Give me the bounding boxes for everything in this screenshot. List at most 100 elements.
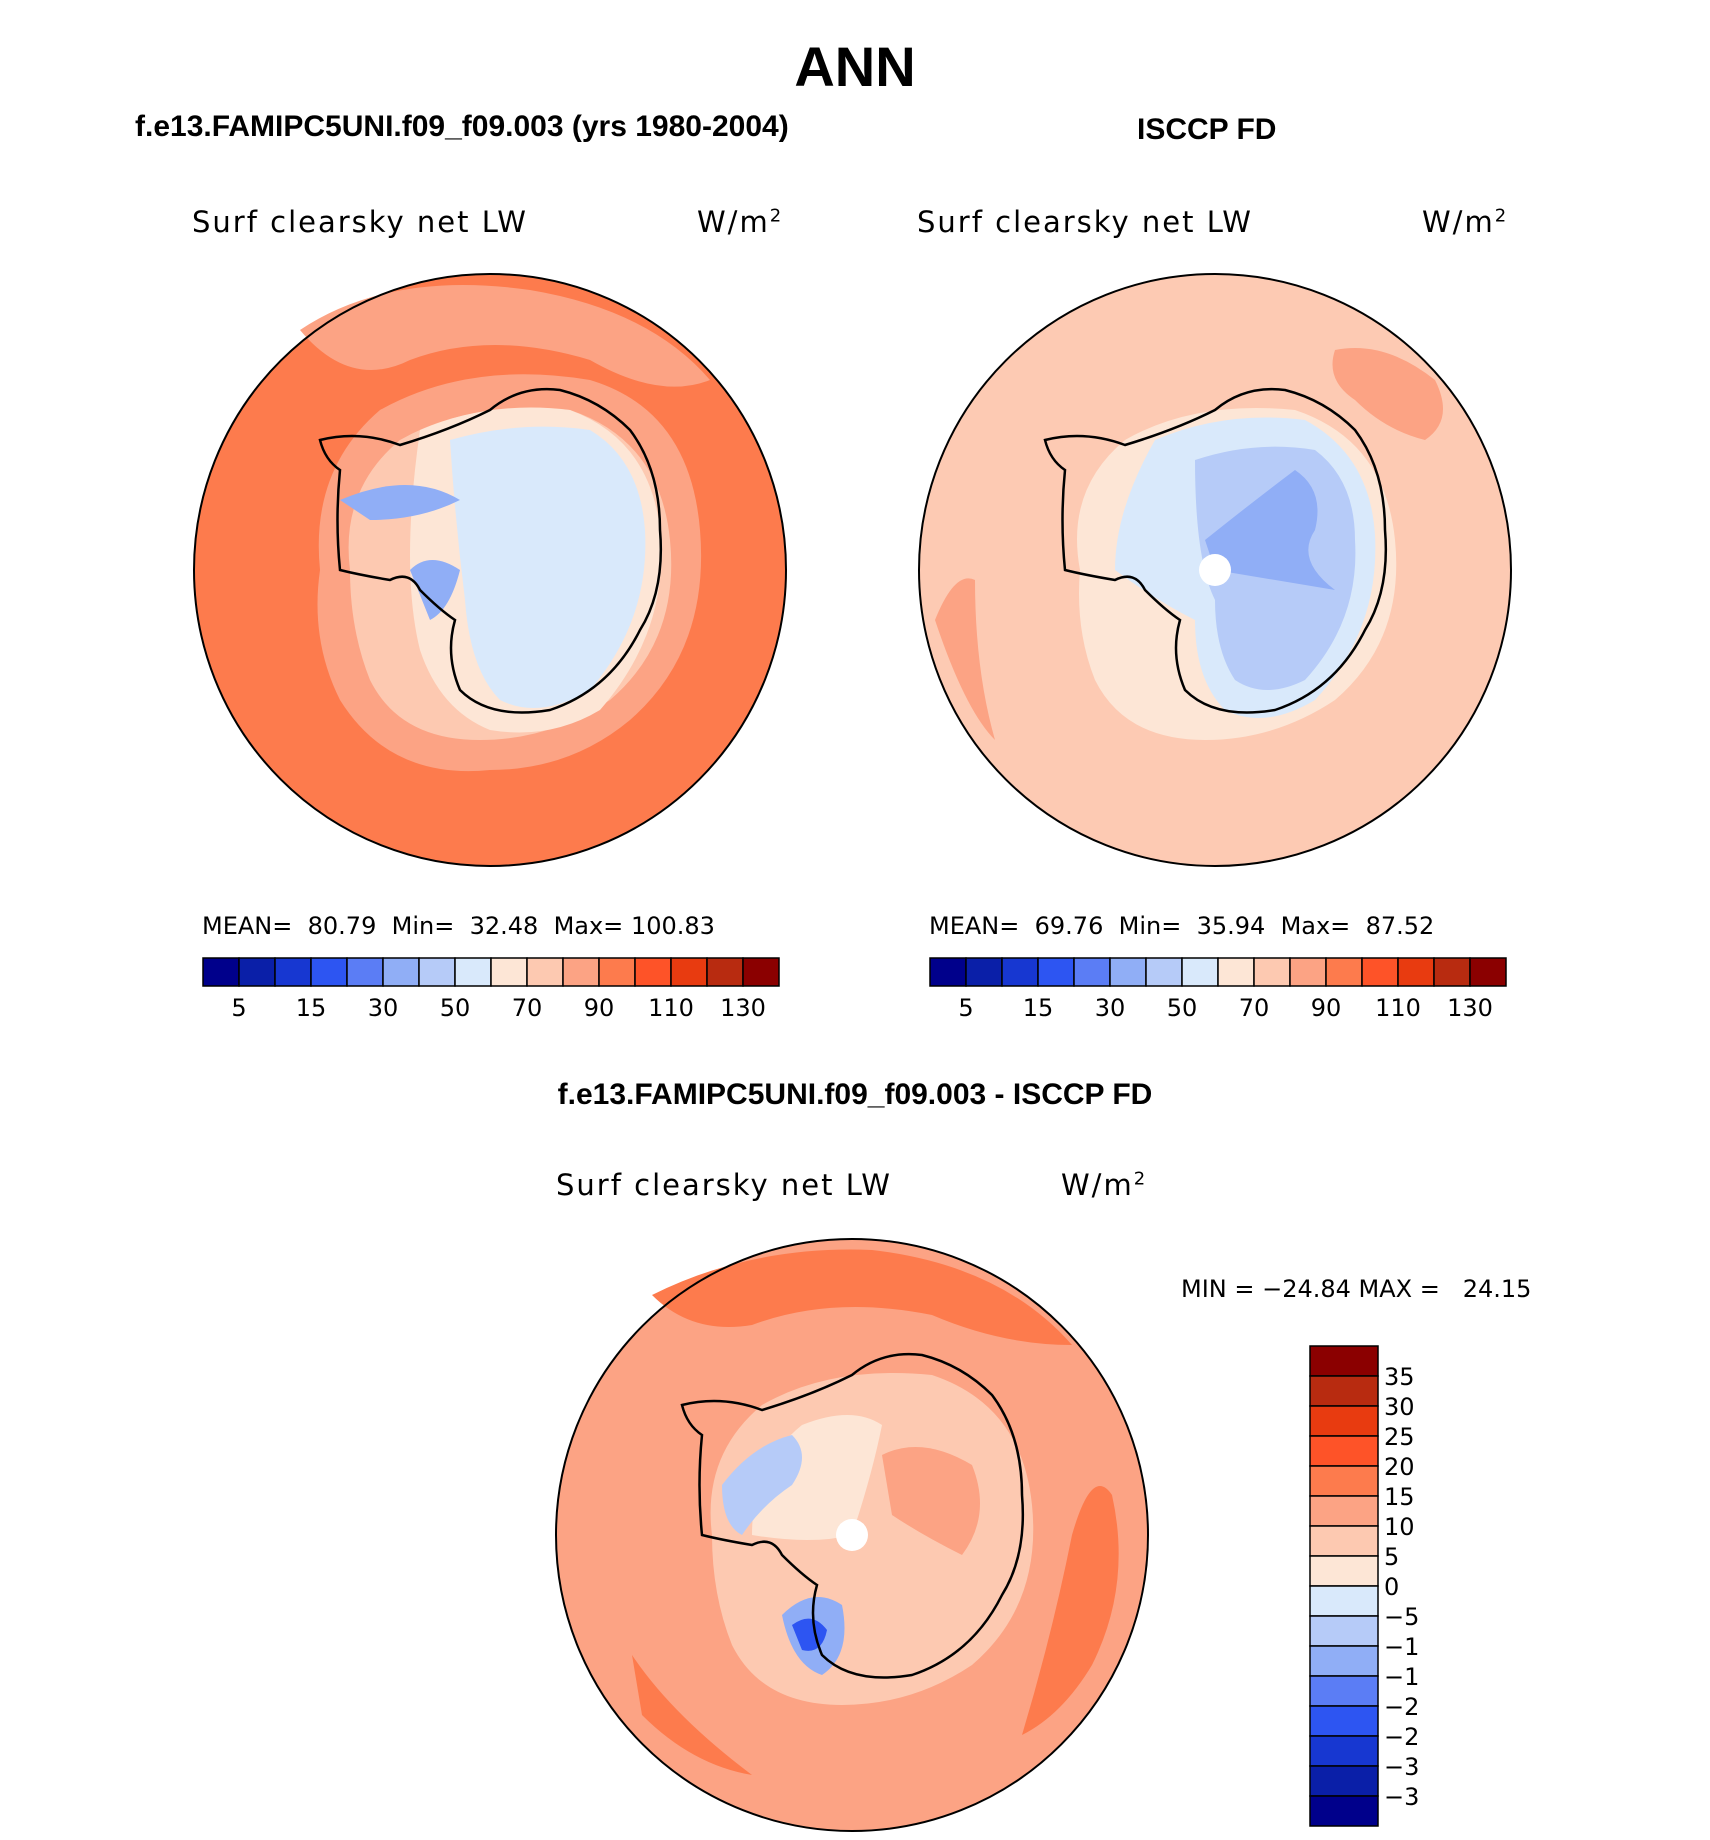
panel-2-colorbar-swatch	[965, 957, 1003, 987]
panel-1-colorbar-tick-label: 90	[584, 994, 615, 1022]
diff-colorbar-tick-label: 35	[1384, 1363, 1415, 1391]
diff-title: f.e13.FAMIPC5UNI.f09_f09.003 - ISCCP FD	[557, 1078, 1153, 1111]
panel-1-colorbar-swatch	[454, 957, 492, 987]
diff-colorbar-tick-label: −10	[1384, 1633, 1420, 1661]
diff-colorbar-tick-label: 5	[1384, 1543, 1399, 1571]
panel-1-colorbar-swatch	[742, 957, 780, 987]
panel-2-map-border	[918, 273, 1512, 867]
diff-colorbar-tick-label: −30	[1384, 1753, 1420, 1781]
diff-units: W/m2	[1061, 1168, 1148, 1202]
panel-2-colorbar-tick-label: 70	[1239, 994, 1270, 1022]
diff-colorbar-swatch	[1309, 1345, 1379, 1377]
panel-2-title: ISCCP FD	[1137, 113, 1277, 146]
main-title: ANN	[794, 35, 916, 98]
panel-2-map-warm-patch-2	[935, 578, 995, 740]
panel-1-map-border	[193, 273, 787, 867]
panel-2-map-land-coldest	[1205, 470, 1335, 590]
diff-map	[555, 1238, 1149, 1832]
diff-colorbar-tick-label: 30	[1384, 1393, 1415, 1421]
panel-1-map-ocean-band	[300, 285, 710, 387]
diff-map-land-warm	[882, 1447, 980, 1555]
diff-map-cold-patch	[722, 1435, 802, 1535]
diff-colorbar-swatch	[1309, 1495, 1379, 1527]
panel-1-colorbar-swatch	[634, 957, 672, 987]
panel-2-colorbar-swatch	[1217, 957, 1255, 987]
panel-2-colorbar-tick-label: 5	[958, 994, 973, 1022]
panel-2-colorbar: 5 15 30 50 70 90 110 130	[929, 957, 1507, 1022]
diff-map-border	[555, 1238, 1149, 1832]
diff-map-warm-band	[652, 1249, 1072, 1345]
panel-1-colorbar-tick-label: 5	[231, 994, 246, 1022]
panel-1-colorbar-tick-label: 30	[368, 994, 399, 1022]
panel-1-colorbar-tick-label: 15	[296, 994, 327, 1022]
diff-colorbar-tick-label: 0	[1384, 1573, 1399, 1601]
panel-1-colorbar-swatch	[418, 957, 456, 987]
panel-2-colorbar-tick-label: 30	[1095, 994, 1126, 1022]
panel-1-colorbar-tick-label: 130	[720, 994, 766, 1022]
panel-2-colorbar-swatch	[1253, 957, 1291, 987]
panel-2-map-warm-patch	[1332, 348, 1443, 440]
panel-1-colorbar-swatch	[490, 957, 528, 987]
panel-2-colorbar-swatch	[1145, 957, 1183, 987]
panel-2-colorbar-swatch	[929, 957, 967, 987]
panel-1-colorbar: 5 15 30 50 70 90 110 130	[202, 957, 780, 1022]
panel-2-colorbar-swatch	[1433, 957, 1471, 987]
panel-1-stats: MEAN= 80.79 Min= 32.48 Max= 100.83	[202, 912, 715, 940]
panel-2-colorbar-swatch	[1181, 957, 1219, 987]
panel-1-map-cold-patch-2	[410, 560, 460, 620]
diff-colorbar-tick-label: −25	[1384, 1723, 1420, 1751]
diff-colorbar-tick-label: −35	[1384, 1783, 1420, 1811]
panel-1-colorbar-swatch	[310, 957, 348, 987]
panel-1-colorbar-tick-label: 70	[512, 994, 543, 1022]
panel-2-colorbar-swatch	[1361, 957, 1399, 987]
panel-1-colorbar-swatch	[346, 957, 384, 987]
panel-1-units: W/m2	[697, 205, 784, 239]
diff-colorbar-tick-label: 10	[1384, 1513, 1415, 1541]
panel-1-map-land-cool	[450, 426, 646, 708]
diff-map-warm-band-3	[632, 1655, 752, 1775]
panel-2-variable: Surf clearsky net LW	[917, 205, 1253, 239]
panel-1-colorbar-swatch	[670, 957, 708, 987]
diff-colorbar-swatch	[1309, 1405, 1379, 1437]
panel-1-title: f.e13.FAMIPC5UNI.f09_f09.003 (yrs 1980-2…	[135, 110, 789, 143]
panel-1-variable: Surf clearsky net LW	[192, 205, 528, 239]
panel-2-colorbar-swatch	[1109, 957, 1147, 987]
panel-1-colorbar-swatch	[274, 957, 312, 987]
panel-2-colorbar-swatch	[1037, 957, 1075, 987]
panel-1-colorbar-swatch	[526, 957, 564, 987]
diff-colorbar-tick-label: 15	[1384, 1483, 1415, 1511]
diff-colorbar-tick-label: 25	[1384, 1423, 1415, 1451]
panel-2-colorbar-tick-label: 130	[1447, 994, 1493, 1022]
diff-map-warm-band-2	[1022, 1486, 1119, 1735]
diff-colorbar-swatch	[1309, 1585, 1379, 1617]
diff-colorbar-swatch	[1309, 1735, 1379, 1767]
panel-2-colorbar-tick-label: 110	[1375, 994, 1421, 1022]
diff-colorbar-swatch	[1309, 1795, 1379, 1827]
diff-colorbar-tick-label: −15	[1384, 1663, 1420, 1691]
panel-1-colorbar-swatch	[202, 957, 240, 987]
diff-variable: Surf clearsky net LW	[556, 1168, 892, 1202]
panel-2-colorbar-tick-label: 50	[1167, 994, 1198, 1022]
diff-colorbar-swatch	[1309, 1705, 1379, 1737]
panel-2-map-pole-hole	[1199, 554, 1231, 586]
panel-2-colorbar-swatch	[1469, 957, 1507, 987]
panel-1-colorbar-swatch	[238, 957, 276, 987]
diff-colorbar-swatch	[1309, 1645, 1379, 1677]
panel-1-colorbar-tick-label: 50	[440, 994, 471, 1022]
panel-2-colorbar-swatch	[1001, 957, 1039, 987]
diff-colorbar-tick-label: −5	[1384, 1603, 1419, 1631]
panel-1-colorbar-swatch	[382, 957, 420, 987]
diff-minmax: MIN = −24.84 MAX = 24.15	[1181, 1275, 1532, 1303]
panel-1-map-cold-patch	[340, 485, 460, 520]
panel-2-map-coastline	[1043, 388, 1388, 714]
diff-map-pole-hole	[836, 1519, 868, 1551]
diff-colorbar-swatch	[1309, 1375, 1379, 1407]
panel-2-colorbar-swatch	[1073, 957, 1111, 987]
panel-2-colorbar-tick-label: 15	[1023, 994, 1054, 1022]
diff-map-coastline	[680, 1353, 1025, 1679]
panel-2-colorbar-swatch	[1325, 957, 1363, 987]
panel-2-colorbar-swatch	[1397, 957, 1435, 987]
panel-1-map-coastline	[318, 388, 663, 714]
diff-colorbar-swatch	[1309, 1465, 1379, 1497]
